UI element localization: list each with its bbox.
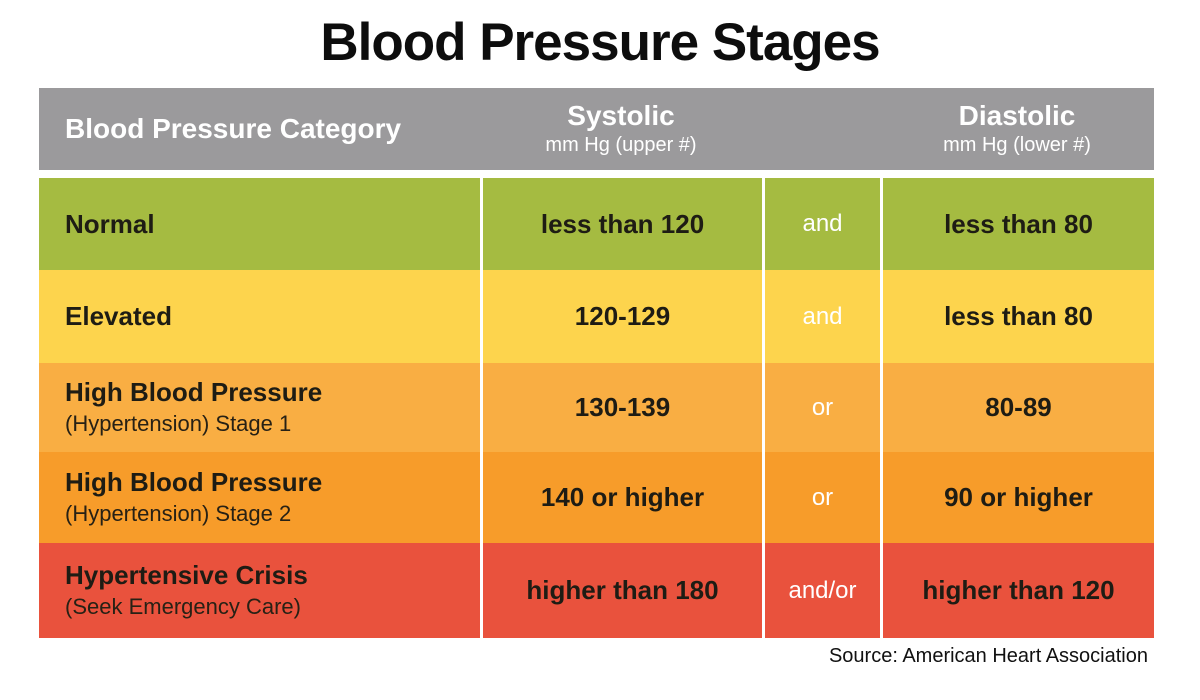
category-label: Normal <box>65 208 155 239</box>
connector-value: or <box>762 363 880 452</box>
table-row-hypertension-stage2: High Blood Pressure (Hypertension) Stage… <box>39 452 1154 543</box>
header-systolic: Systolic mm Hg (upper #) <box>480 88 762 170</box>
category-cell: High Blood Pressure (Hypertension) Stage… <box>39 363 480 452</box>
connector-value: and/or <box>762 543 880 638</box>
category-label: High Blood Pressure <box>65 467 323 497</box>
category-label: High Blood Pressure <box>65 377 323 407</box>
header-systolic-sub: mm Hg (upper #) <box>545 134 697 156</box>
connector-value: or <box>762 452 880 543</box>
header-diastolic-label: Diastolic <box>958 100 1076 131</box>
systolic-value: 130-139 <box>480 363 762 452</box>
blood-pressure-table: Blood Pressure Category Systolic mm Hg (… <box>39 88 1154 638</box>
category-subtitle: (Seek Emergency Care) <box>65 594 301 619</box>
connector-value: and <box>762 270 880 363</box>
source-attribution: Source: American Heart Association <box>828 645 1148 667</box>
systolic-value: higher than 180 <box>480 543 762 638</box>
category-subtitle: (Hypertension) Stage 2 <box>65 501 292 526</box>
table-row-hypertension-stage1: High Blood Pressure (Hypertension) Stage… <box>39 363 1154 452</box>
header-diastolic: Diastolic mm Hg (lower #) <box>880 88 1154 170</box>
category-label: Hypertensive Crisis <box>65 560 308 590</box>
category-subtitle: (Hypertension) Stage 1 <box>65 411 292 436</box>
table-row-elevated: Elevated 120-129 and less than 80 <box>39 270 1154 363</box>
category-cell: Normal <box>39 178 480 270</box>
table-header-row: Blood Pressure Category Systolic mm Hg (… <box>39 88 1154 170</box>
systolic-value: 120-129 <box>480 270 762 363</box>
systolic-value: 140 or higher <box>480 452 762 543</box>
table-body: Normal less than 120 and less than 80 El… <box>39 178 1154 638</box>
diastolic-value: less than 80 <box>880 178 1154 270</box>
page-title: Blood Pressure Stages <box>320 13 880 72</box>
table-row-normal: Normal less than 120 and less than 80 <box>39 178 1154 270</box>
diastolic-value: 90 or higher <box>880 452 1154 543</box>
category-cell: Elevated <box>39 270 480 363</box>
diastolic-value: 80-89 <box>880 363 1154 452</box>
systolic-value: less than 120 <box>480 178 762 270</box>
diastolic-value: higher than 120 <box>880 543 1154 638</box>
header-systolic-label: Systolic <box>567 100 675 131</box>
header-diastolic-sub: mm Hg (lower #) <box>943 134 1091 156</box>
connector-value: and <box>762 178 880 270</box>
table-row-hypertensive-crisis: Hypertensive Crisis (Seek Emergency Care… <box>39 543 1154 638</box>
category-cell: High Blood Pressure (Hypertension) Stage… <box>39 452 480 543</box>
diastolic-value: less than 80 <box>880 270 1154 363</box>
category-label: Elevated <box>65 301 172 331</box>
header-category: Blood Pressure Category <box>65 113 402 144</box>
category-cell: Hypertensive Crisis (Seek Emergency Care… <box>39 543 480 638</box>
header-spacer <box>762 88 880 170</box>
